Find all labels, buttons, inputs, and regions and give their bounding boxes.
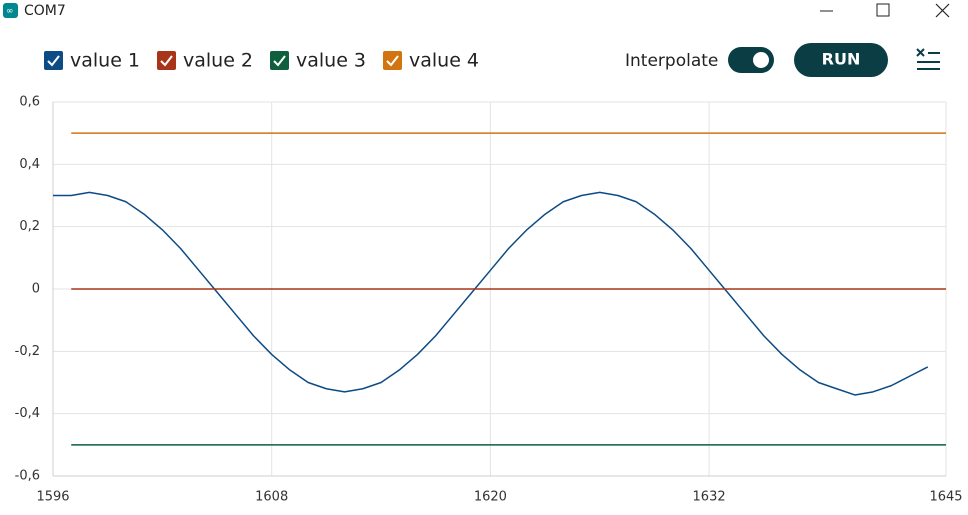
y-tick-label: 0,4 — [19, 157, 40, 172]
legend-checkbox[interactable] — [383, 51, 402, 70]
y-tick-label: 0 — [32, 282, 40, 297]
y-tick-label: -0,6 — [15, 469, 40, 484]
legend-check — [47, 55, 60, 67]
legend-check — [160, 55, 173, 67]
legend-checkbox[interactable] — [270, 51, 289, 70]
x-tick-label: 1645 — [929, 490, 962, 505]
y-tick-label: 0,2 — [19, 219, 40, 234]
run-button-label: RUN — [822, 50, 861, 69]
y-tick-label: -0,4 — [15, 406, 40, 421]
x-tick-label: 1632 — [693, 490, 726, 505]
series-line — [53, 191, 929, 396]
y-tick-label: 0,6 — [19, 95, 40, 110]
legend-label: value 2 — [183, 50, 253, 72]
x-tick-label: 1620 — [474, 490, 507, 505]
close-button[interactable] — [935, 3, 950, 18]
y-tick-label: -0,2 — [15, 344, 40, 359]
legend-checkbox[interactable] — [44, 51, 63, 70]
window-title: COM7 — [24, 3, 66, 19]
legend-label: value 1 — [70, 50, 140, 72]
toggle-knob — [753, 52, 769, 68]
legend-label: value 3 — [296, 50, 366, 72]
legend-checkbox[interactable] — [157, 51, 176, 70]
x-tick-label: 1596 — [36, 490, 69, 505]
interpolate-label: Interpolate — [625, 51, 718, 71]
maximize-button[interactable] — [876, 3, 890, 17]
x-tick-label: 1608 — [255, 490, 288, 505]
legend-label: value 4 — [409, 50, 479, 72]
app-icon-glyph: ∞ — [6, 7, 14, 17]
run-button[interactable] — [794, 43, 888, 77]
app-icon — [3, 3, 18, 18]
clear-button[interactable] — [916, 48, 940, 70]
legend-check — [386, 55, 399, 67]
legend-check — [273, 55, 286, 67]
